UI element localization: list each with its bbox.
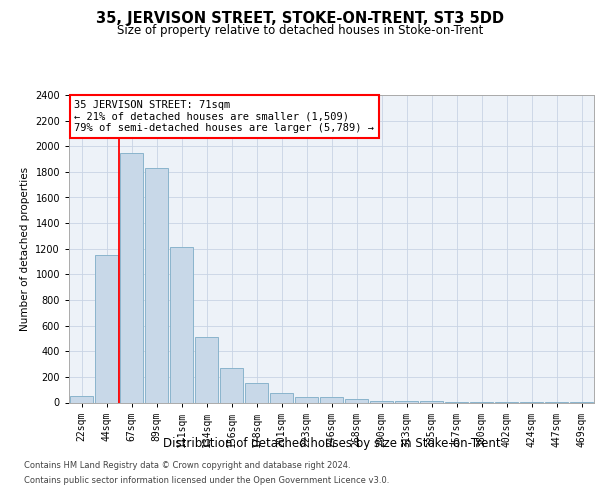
Bar (145, 168, 168, 402)
Bar (270, 393, 293, 402)
Bar (195, 337, 218, 402)
Y-axis label: Number of detached properties: Number of detached properties (20, 166, 29, 331)
Text: 35, JERVISON STREET, STOKE-ON-TRENT, ST3 5DD: 35, JERVISON STREET, STOKE-ON-TRENT, ST3… (96, 11, 504, 26)
Bar (370, 400, 393, 402)
Bar (320, 398, 343, 402)
Bar (120, 152, 143, 402)
Bar (70, 396, 93, 402)
Text: Contains HM Land Registry data © Crown copyright and database right 2024.: Contains HM Land Registry data © Crown c… (24, 461, 350, 470)
Text: Distribution of detached houses by size in Stoke-on-Trent: Distribution of detached houses by size … (163, 438, 500, 450)
Bar (170, 248, 193, 402)
Text: Size of property relative to detached houses in Stoke-on-Trent: Size of property relative to detached ho… (117, 24, 483, 37)
Bar (395, 401, 418, 402)
Bar (95, 255, 118, 402)
Bar (220, 368, 243, 402)
Bar (295, 398, 318, 402)
Text: 35 JERVISON STREET: 71sqm
← 21% of detached houses are smaller (1,509)
79% of se: 35 JERVISON STREET: 71sqm ← 21% of detac… (74, 100, 374, 133)
Text: Contains public sector information licensed under the Open Government Licence v3: Contains public sector information licen… (24, 476, 389, 485)
Bar (245, 384, 268, 402)
Bar (345, 398, 368, 402)
